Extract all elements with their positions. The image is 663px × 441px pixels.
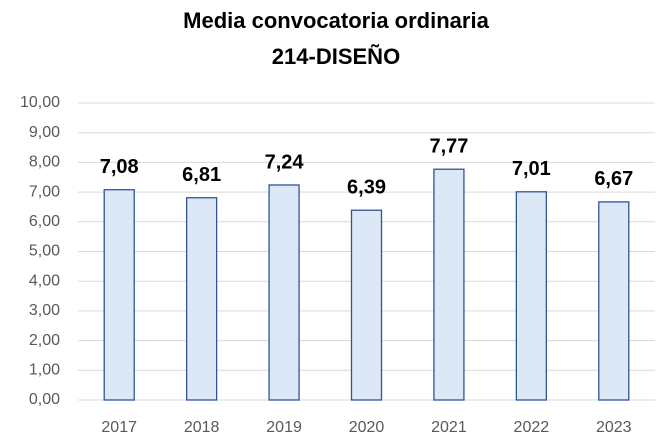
y-tick-label: 4,00 (29, 272, 60, 289)
y-tick-label: 10,00 (20, 94, 60, 111)
bar (268, 184, 300, 401)
y-tick-label: 9,00 (29, 124, 60, 141)
value-label: 6,67 (594, 168, 633, 190)
y-tick-label: 0,00 (29, 391, 60, 408)
value-label: 7,08 (100, 156, 139, 178)
y-tick-label: 8,00 (29, 154, 60, 171)
y-tick-label: 1,00 (29, 362, 60, 379)
value-label: 6,39 (347, 176, 386, 198)
bar (433, 168, 465, 401)
bar (350, 209, 383, 401)
bar (515, 191, 548, 401)
value-label: 7,01 (512, 158, 551, 180)
value-label: 7,77 (429, 136, 468, 158)
y-tick-label: 7,00 (29, 183, 60, 200)
x-tick-label: 2023 (596, 419, 632, 436)
x-tick-label: 2022 (514, 419, 550, 436)
y-tick-label: 6,00 (29, 213, 60, 230)
value-label: 7,24 (265, 151, 305, 173)
y-tick-label: 5,00 (29, 243, 60, 260)
y-tick-label: 3,00 (29, 302, 60, 319)
chart-title: Media convocatoria ordinaria (183, 8, 489, 33)
x-tick-label: 2018 (184, 419, 220, 436)
x-tick-label: 2021 (431, 419, 467, 436)
y-tick-label: 2,00 (29, 332, 60, 349)
x-tick-label: 2019 (266, 419, 302, 436)
x-tick-label: 2020 (349, 419, 385, 436)
bar (185, 197, 218, 401)
x-tick-label: 2017 (101, 419, 137, 436)
chart-subtitle: 214-DISEÑO (272, 44, 400, 69)
bar (103, 189, 135, 401)
bar (598, 201, 630, 401)
value-label: 6,81 (182, 164, 221, 186)
